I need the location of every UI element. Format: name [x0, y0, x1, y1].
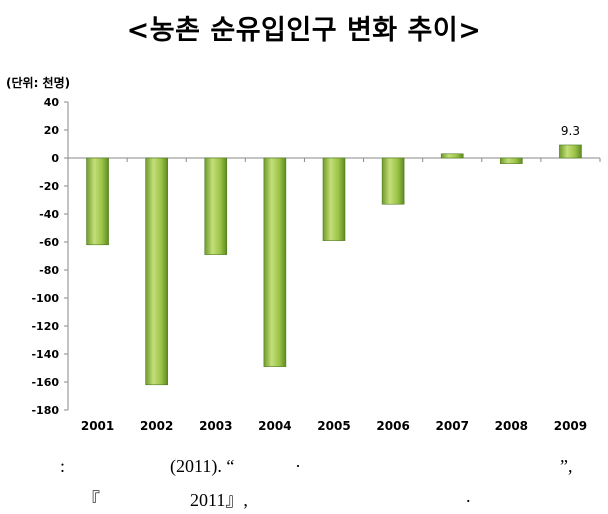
- y-tick-label: -80: [39, 264, 59, 277]
- chart-bars: [86, 144, 582, 386]
- y-tick-label: 0: [51, 152, 59, 165]
- bar-2001: [86, 157, 109, 246]
- x-tick-label: 2005: [317, 419, 350, 433]
- x-tick-label: 2009: [554, 419, 587, 433]
- y-tick-label: -100: [31, 292, 59, 305]
- bar-2006: [381, 157, 405, 205]
- y-tick-label: -40: [39, 208, 59, 221]
- bar-chart: 40 20 0 -20 -40 -60 -80 -100 -120 -140 -160 -180 200…: [31, 96, 601, 433]
- x-tick-label: 2004: [258, 419, 291, 433]
- x-tick-label: 2007: [436, 419, 469, 433]
- x-tick-label: 2002: [140, 419, 173, 433]
- bar-2004: [263, 157, 287, 367]
- y-tick-label: -160: [31, 376, 59, 389]
- chart-title: <농촌 순유입인구 변화 추이>: [126, 15, 482, 46]
- x-tick-label: 2001: [81, 419, 114, 433]
- source-bracket-open: 『: [82, 490, 100, 510]
- bar-2009: [559, 144, 582, 159]
- bar-2003: [204, 157, 228, 255]
- bar-2008: [500, 157, 523, 164]
- chart-axes: [64, 101, 601, 411]
- x-tick-label: 2006: [376, 419, 409, 433]
- chart-labels: 40 20 0 -20 -40 -60 -80 -100 -120 -140 -160 -180 200…: [31, 96, 587, 433]
- y-tick-label: -120: [31, 320, 59, 333]
- y-tick-label: 40: [44, 96, 60, 109]
- source-year: (2011). “: [170, 456, 235, 476]
- source-colon: :: [60, 456, 66, 476]
- bar-2005: [322, 157, 346, 241]
- source-period: .: [466, 486, 471, 506]
- source-bullet: ·: [295, 456, 301, 476]
- x-tick-label: 2008: [495, 419, 528, 433]
- unit-label: (단위: 천명): [6, 76, 71, 90]
- y-tick-label: -20: [39, 180, 59, 193]
- bar-2002: [145, 157, 168, 386]
- y-tick-label: -140: [31, 348, 59, 361]
- source-quote-end: ”,: [560, 456, 573, 476]
- source-publication-year: 2011』,: [190, 490, 248, 510]
- y-tick-label: -60: [39, 236, 59, 249]
- y-tick-label: 20: [44, 124, 60, 137]
- x-tick-label: 2003: [199, 419, 232, 433]
- y-tick-label: -180: [31, 404, 59, 417]
- bar-2007: [440, 153, 464, 159]
- data-label: 9.3: [561, 124, 580, 138]
